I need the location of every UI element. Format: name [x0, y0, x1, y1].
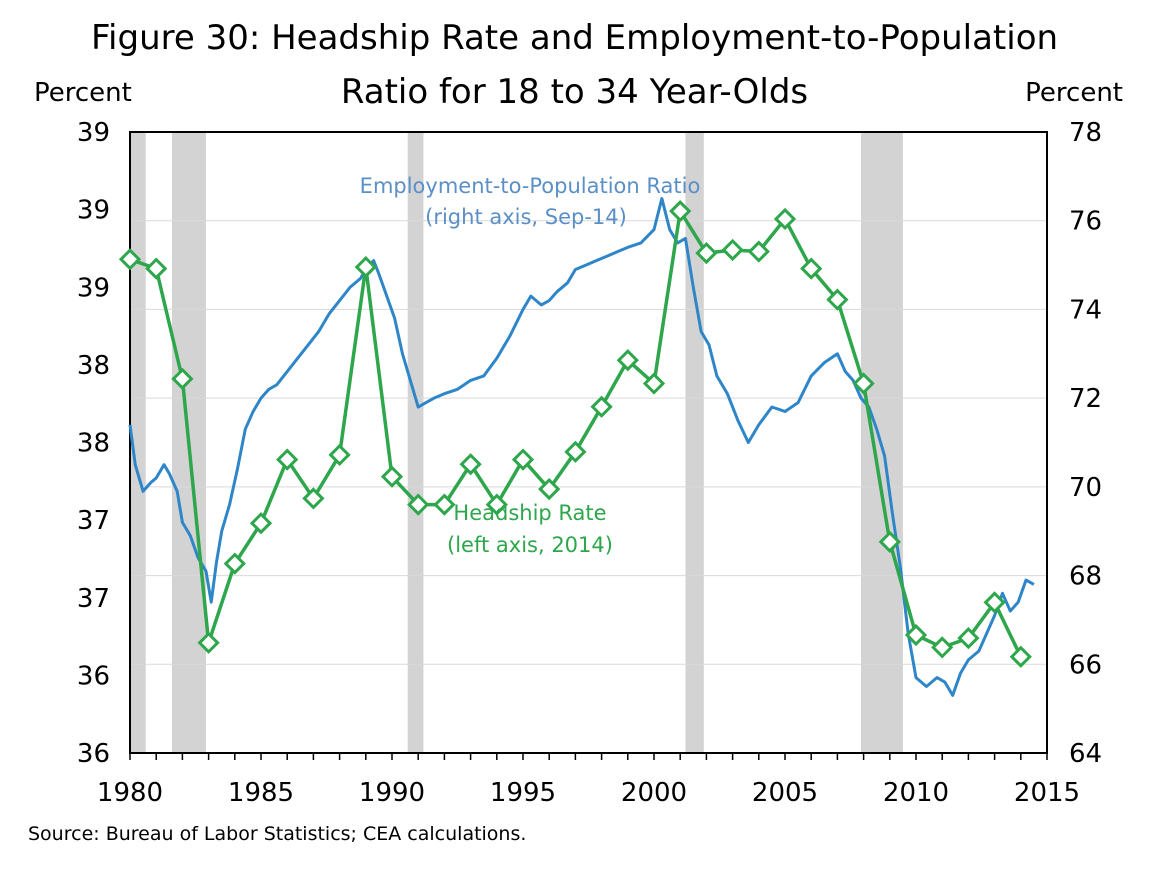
right-tick-label: 68 — [1069, 562, 1102, 592]
headship-marker — [590, 395, 613, 418]
recession-bands — [130, 132, 903, 753]
headship-marker — [983, 591, 1006, 614]
headship-marker — [669, 200, 692, 223]
headship-marker — [1009, 645, 1032, 668]
right-tick-label: 70 — [1069, 473, 1102, 503]
headship-marker — [538, 477, 561, 501]
headship-marker — [564, 440, 587, 463]
headship-marker — [904, 623, 928, 647]
headship-marker — [407, 493, 430, 516]
recession-band-0 — [130, 132, 146, 753]
left-tick-label: 36 — [77, 739, 110, 769]
headship-marker — [616, 349, 639, 372]
right-tick-label: 66 — [1069, 650, 1102, 680]
headship-marker — [695, 241, 718, 265]
left-tick-label: 36 — [77, 661, 110, 691]
plot-frame — [129, 131, 1048, 754]
chart-area: 36 36 37 37 38 38 39 39 39 64 66 68 70 72 74 76 78 1980 19… — [77, 118, 1102, 808]
recession-band-3 — [685, 132, 704, 753]
x-tick-label: 2015 — [1014, 778, 1080, 808]
headship-marker — [276, 448, 299, 471]
right-tick-label: 78 — [1069, 118, 1102, 148]
headship-marker — [485, 493, 508, 516]
gridlines — [130, 220, 1047, 665]
annotations: Employment-to-Population Ratio (right ax… — [360, 174, 701, 557]
left-tick-label: 37 — [77, 584, 110, 614]
employment-annotation-line1: Employment-to-Population Ratio — [360, 174, 701, 198]
employment-annotation-line2: (right axis, Sep-14) — [425, 205, 627, 229]
headship-marker — [433, 493, 456, 516]
x-tick-label: 2000 — [621, 778, 687, 808]
headship-marker — [642, 372, 666, 395]
headship-marker — [721, 238, 744, 262]
x-tick-label: 1985 — [228, 778, 294, 808]
right-axis-unit: Percent — [1025, 78, 1123, 108]
headship-marker — [511, 448, 535, 471]
headship-marker — [878, 530, 901, 553]
headship-marker — [800, 257, 823, 280]
axis-ticks: 36 36 37 37 38 38 39 39 39 64 66 68 70 72 74 76 78 1980 19… — [77, 118, 1102, 808]
recession-band-2 — [407, 132, 424, 753]
chart-title-line1: Figure 30: Headship Rate and Employment-… — [90, 18, 1059, 58]
left-tick-label: 39 — [77, 196, 110, 226]
x-tick-label: 2005 — [752, 778, 818, 808]
right-tick-label: 64 — [1069, 739, 1102, 769]
headship-annotation-line1: Headship Rate — [453, 501, 606, 525]
headship-marker — [773, 207, 797, 231]
right-tick-label: 76 — [1069, 207, 1102, 237]
headship-marker — [931, 636, 954, 659]
right-tick-label: 72 — [1069, 384, 1102, 414]
x-tick-label: 1995 — [490, 778, 556, 808]
headship-marker — [328, 443, 351, 467]
chart-title-line2: Ratio for 18 to 34 Year-Olds — [340, 72, 809, 112]
headship-marker — [118, 248, 142, 271]
source-note: Source: Bureau of Labor Statistics; CEA … — [28, 823, 527, 845]
employment-ratio-line — [128, 197, 1035, 697]
x-tick-label: 1980 — [97, 778, 163, 808]
right-tick-label: 74 — [1069, 295, 1102, 325]
headship-marker — [197, 631, 220, 654]
headship-marker — [302, 487, 325, 510]
headship-marker — [249, 512, 273, 535]
headship-marker — [354, 255, 377, 279]
left-axis-unit: Percent — [34, 78, 132, 108]
headship-marker — [223, 552, 246, 575]
headship-marker — [852, 372, 875, 395]
x-tick-label: 2010 — [883, 778, 949, 808]
headship-marker — [145, 257, 168, 280]
left-tick-label: 38 — [77, 351, 110, 381]
headship-marker — [459, 453, 482, 476]
left-tick-label: 39 — [77, 118, 110, 148]
headship-marker — [171, 367, 194, 390]
left-tick-label: 39 — [77, 273, 110, 303]
headship-marker — [380, 465, 404, 488]
headship-marker — [957, 626, 980, 650]
x-tick-label: 1990 — [359, 778, 425, 808]
headship-annotation-line2: (left axis, 2014) — [447, 533, 613, 557]
headship-marker — [747, 240, 770, 263]
left-tick-label: 37 — [77, 506, 110, 536]
left-tick-label: 38 — [77, 429, 110, 459]
headship-marker — [826, 288, 849, 311]
series-layer — [118, 197, 1035, 697]
